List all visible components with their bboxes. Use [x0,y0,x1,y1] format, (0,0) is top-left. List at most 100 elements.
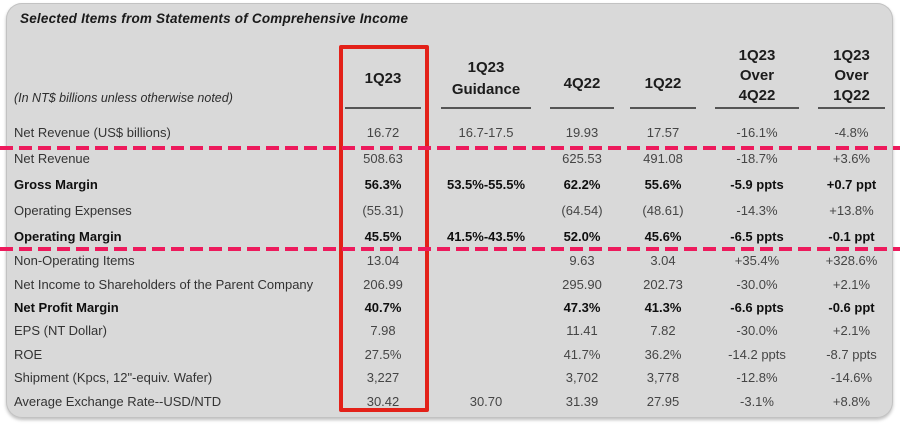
cell-1q23: 7.98 [370,323,396,339]
header-line: 4Q22 [563,75,601,92]
cell-4q22: 47.3% [563,299,601,315]
cell-over-1q22: -0.1 ppt [828,228,875,244]
row-label: Net Revenue [14,150,90,166]
row-label: Net Profit Margin [14,299,119,315]
cell-1q22: 27.95 [646,393,680,409]
cell-4q22: 625.53 [562,150,602,166]
cell-over-4q22: -16.1% [736,124,778,140]
header-line: 1Q23 [364,70,402,87]
row-label: Non-Operating Items [14,253,135,269]
cell-over-4q22: +35.4% [734,253,780,269]
cell-4q22: 3,702 [565,370,599,386]
header-cell-4q22: 4Q22 [542,37,622,109]
cell-over-1q22: +328.6% [825,253,878,269]
header-line: 4Q22 [738,87,776,104]
table-row: EPS (NT Dollar) 7.98 11.41 7.82 -30.0% +… [6,319,893,342]
header-line: 1Q22 [833,87,870,104]
cell-over-1q22: +2.1% [832,276,871,292]
cell-1q22: 3.04 [650,253,676,269]
header-line: Over [739,67,775,84]
header-cell-1q23-guidance: 1Q23 Guidance [430,37,542,109]
cell-over-4q22: -6.6 ppts [730,299,784,315]
table-row: Net Revenue 508.63 625.53 491.08 -18.7% … [6,145,893,171]
cell-4q22: 11.41 [566,323,598,339]
page-title: Selected Items from Statements of Compre… [20,11,409,26]
unit-note: (In NT$ billions unless otherwise noted) [14,91,233,105]
cell-4q22: 52.0% [563,228,601,244]
cell-1q23: 206.99 [363,276,403,292]
table-row: Average Exchange Rate--USD/NTD 30.42 30.… [6,389,893,412]
header-cell-1q23-over-4q22: 1Q23 Over 4Q22 [704,37,810,109]
header-underline [630,107,696,109]
table-row: Gross Margin 56.3% 53.5%-55.5% 62.2% 55.… [6,171,893,197]
cell-1q23-guidance: 41.5%-43.5% [446,228,526,244]
cell-over-1q22: -8.7 ppts [826,346,877,362]
cell-over-4q22: -14.2 ppts [728,346,786,362]
header-underline [714,107,800,109]
cell-over-4q22: -5.9 ppts [730,176,784,192]
header-line: 1Q23 [833,47,870,64]
cell-1q23: 56.3% [364,176,402,192]
cell-1q23: 27.5% [364,346,402,362]
cell-1q23: 45.5% [364,228,402,244]
income-statement-panel: Selected Items from Statements of Compre… [6,3,893,418]
table-row: Shipment (Kpcs, 12"-equiv. Wafer) 3,227 … [6,366,893,389]
table-row: Net Profit Margin 40.7% 47.3% 41.3% -6.6… [6,296,893,319]
cell-4q22: 41.7% [563,346,601,362]
cell-4q22: 62.2% [563,176,601,192]
table-row: Operating Margin 45.5% 41.5%-43.5% 52.0%… [6,223,893,249]
cell-over-1q22: +13.8% [829,202,874,218]
cell-1q23: 16.72 [366,124,400,140]
table-header: (In NT$ billions unless otherwise noted)… [6,37,893,109]
cell-1q23-guidance: 16.7-17.5 [458,124,514,140]
cell-4q22: 9.63 [569,253,595,269]
table-row: ROE 27.5% 41.7% 36.2% -14.2 ppts -8.7 pp… [6,343,893,366]
cell-1q23: (55.31) [362,202,404,218]
header-cell-1q23-over-1q22: 1Q23 Over 1Q22 [810,37,893,109]
cell-1q23-guidance: 30.70 [469,393,503,409]
cell-1q23: 40.7% [364,299,402,315]
cell-1q22: (48.61) [642,202,684,218]
cell-over-1q22: -0.6 ppt [828,299,875,315]
cell-over-4q22: -3.1% [740,393,774,409]
row-label: Net Revenue (US$ billions) [14,124,171,140]
cell-over-1q22: +2.1% [832,323,871,339]
header-line: 1Q23 [467,59,505,76]
row-label: Shipment (Kpcs, 12"-equiv. Wafer) [14,370,213,386]
row-label: Operating Margin [14,228,122,244]
cell-4q22: 295.90 [562,276,602,292]
cell-over-1q22: -4.8% [834,124,869,140]
cell-1q23: 30.42 [366,393,400,409]
cell-1q23-guidance: 53.5%-55.5% [446,176,526,192]
header-underline [550,107,614,109]
row-label: Operating Expenses [14,202,132,218]
cell-4q22: 31.39 [565,393,599,409]
cell-1q22: 202.73 [643,276,683,292]
cell-over-4q22: -18.7% [736,150,778,166]
cell-over-1q22: -14.6% [830,370,873,386]
header-cell-1q23: 1Q23 [336,37,430,109]
cell-1q22: 55.6% [644,176,682,192]
table-body: Net Revenue (US$ billions) 16.72 16.7-17… [6,119,893,413]
header-line: 1Q23 [738,47,776,64]
table-row: Operating Expenses (55.31) (64.54) (48.6… [6,197,893,223]
cell-1q22: 41.3% [644,299,682,315]
cell-over-4q22: -12.8% [736,370,778,386]
cell-1q23: 13.04 [366,253,400,269]
cell-over-1q22: +0.7 ppt [826,176,877,192]
cell-over-1q22: +8.8% [832,393,871,409]
cell-1q22: 45.6% [644,228,682,244]
cell-over-4q22: -14.3% [736,202,778,218]
header-cell-1q22: 1Q22 [622,37,704,109]
cell-1q22: 3,778 [646,370,680,386]
header-line: Guidance [451,81,521,98]
cell-1q23: 3,227 [366,370,400,386]
cell-over-4q22: -6.5 ppts [730,228,784,244]
header-underline [345,107,421,109]
row-label: Average Exchange Rate--USD/NTD [14,393,222,409]
row-label: ROE [14,346,43,362]
header-cell-label: (In NT$ billions unless otherwise noted) [6,37,336,109]
header-underline [818,107,885,109]
cell-4q22: (64.54) [561,202,603,218]
cell-over-1q22: +3.6% [832,150,871,166]
